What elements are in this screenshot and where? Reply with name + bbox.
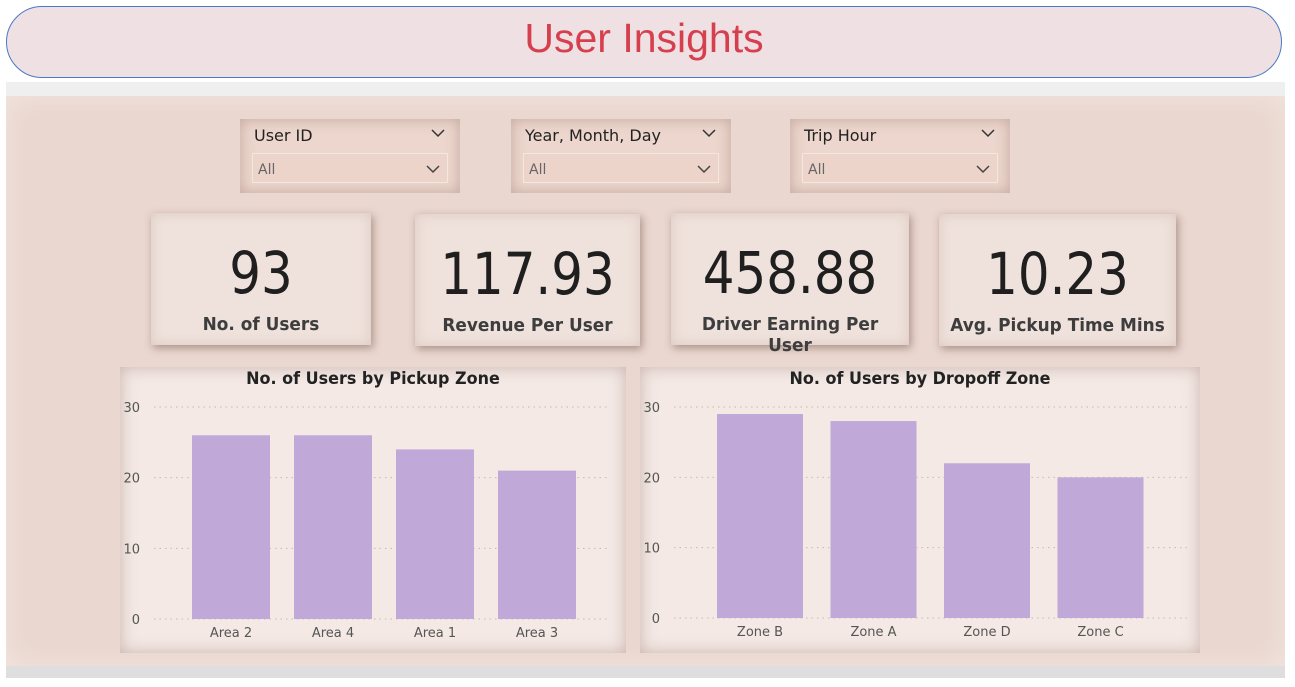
y-tick-label: 10 xyxy=(123,542,140,557)
slicer-year-month-day[interactable]: Year, Month, Day All xyxy=(511,119,731,193)
slicer-dropdown[interactable]: All xyxy=(252,153,448,183)
kpi-value: 10.23 xyxy=(986,240,1129,308)
bar-chart: 0 10 20 30 Area 2 Area 4 Area 1 Area 3 xyxy=(123,401,610,641)
kpi-label: Revenue Per User xyxy=(442,315,613,336)
y-tick-label: 0 xyxy=(132,613,140,628)
x-tick-label: Area 3 xyxy=(516,626,558,641)
chevron-down-icon[interactable] xyxy=(430,125,446,141)
bar-zone-d[interactable] xyxy=(944,463,1030,618)
chart-dropoff-zone: No. of Users by Dropoff Zone 0 10 20 30 Zone… xyxy=(640,367,1200,653)
kpi-value: 93 xyxy=(229,239,293,307)
x-tick-label: Zone D xyxy=(963,625,1010,640)
kpi-card-revenue-per-user: 117.93 Revenue Per User xyxy=(415,214,640,346)
kpi-card-pickup-time: 10.23 Avg. Pickup Time Mins xyxy=(939,214,1176,346)
kpi-value: 117.93 xyxy=(440,240,615,308)
slicer-dropdown[interactable]: All xyxy=(802,153,998,183)
kpi-value: 458.88 xyxy=(702,239,878,307)
kpi-card-users: 93 No. of Users xyxy=(151,213,371,345)
chart-pickup-zone: No. of Users by Pickup Zone 0 10 20 30 Area … xyxy=(120,367,626,653)
kpi-label: Avg. Pickup Time Mins xyxy=(950,315,1165,336)
x-tick-label: Zone C xyxy=(1077,625,1123,640)
bar-zone-b[interactable] xyxy=(717,414,803,618)
bar-zone-c[interactable] xyxy=(1057,477,1144,618)
divider xyxy=(6,82,1285,96)
y-tick-label: 20 xyxy=(643,471,660,486)
bar-area-1[interactable] xyxy=(396,449,474,619)
slicer-label: Year, Month, Day xyxy=(525,126,661,145)
page-header: User Insights xyxy=(6,6,1282,78)
chevron-down-icon[interactable] xyxy=(980,125,996,141)
kpi-card-driver-earning: 458.88 Driver Earning Per User xyxy=(671,213,909,356)
slicer-value: All xyxy=(258,162,276,178)
kpi-label: Driver Earning Per User xyxy=(701,314,879,356)
x-tick-label: Zone A xyxy=(850,625,896,640)
slicer-label: Trip Hour xyxy=(804,126,877,145)
y-tick-label: 30 xyxy=(643,401,660,416)
page-title: User Insights xyxy=(524,14,764,61)
slicer-value: All xyxy=(808,162,826,178)
chevron-down-icon xyxy=(697,165,711,174)
footer-strip xyxy=(6,666,1285,678)
bar-area-4[interactable] xyxy=(294,435,372,619)
x-tick-label: Area 2 xyxy=(210,626,252,641)
slicer-trip-hour[interactable]: Trip Hour All xyxy=(790,119,1010,193)
bar-zone-a[interactable] xyxy=(830,421,917,618)
chevron-down-icon[interactable] xyxy=(701,125,717,141)
x-tick-label: Area 4 xyxy=(312,626,354,641)
slicer-label: User ID xyxy=(254,126,313,145)
slicer-user-id[interactable]: User ID All xyxy=(240,119,460,193)
bar-chart: 0 10 20 30 Zone B Zone A Zone D Zone C xyxy=(643,401,1188,640)
y-tick-label: 20 xyxy=(123,472,140,487)
bar-area-3[interactable] xyxy=(498,470,576,619)
x-tick-label: Area 1 xyxy=(414,626,456,641)
slicer-dropdown[interactable]: All xyxy=(523,153,719,183)
kpi-label: No. of Users xyxy=(202,314,320,335)
bar-area-2[interactable] xyxy=(192,435,270,619)
slicer-value: All xyxy=(529,162,547,178)
chart-title: No. of Users by Pickup Zone xyxy=(246,369,500,389)
y-tick-label: 10 xyxy=(643,542,660,557)
y-tick-label: 30 xyxy=(123,401,140,416)
y-tick-label: 0 xyxy=(652,612,660,627)
x-tick-label: Zone B xyxy=(737,625,783,640)
chart-title: No. of Users by Dropoff Zone xyxy=(789,369,1051,389)
chevron-down-icon xyxy=(426,165,440,174)
chevron-down-icon xyxy=(976,165,990,174)
